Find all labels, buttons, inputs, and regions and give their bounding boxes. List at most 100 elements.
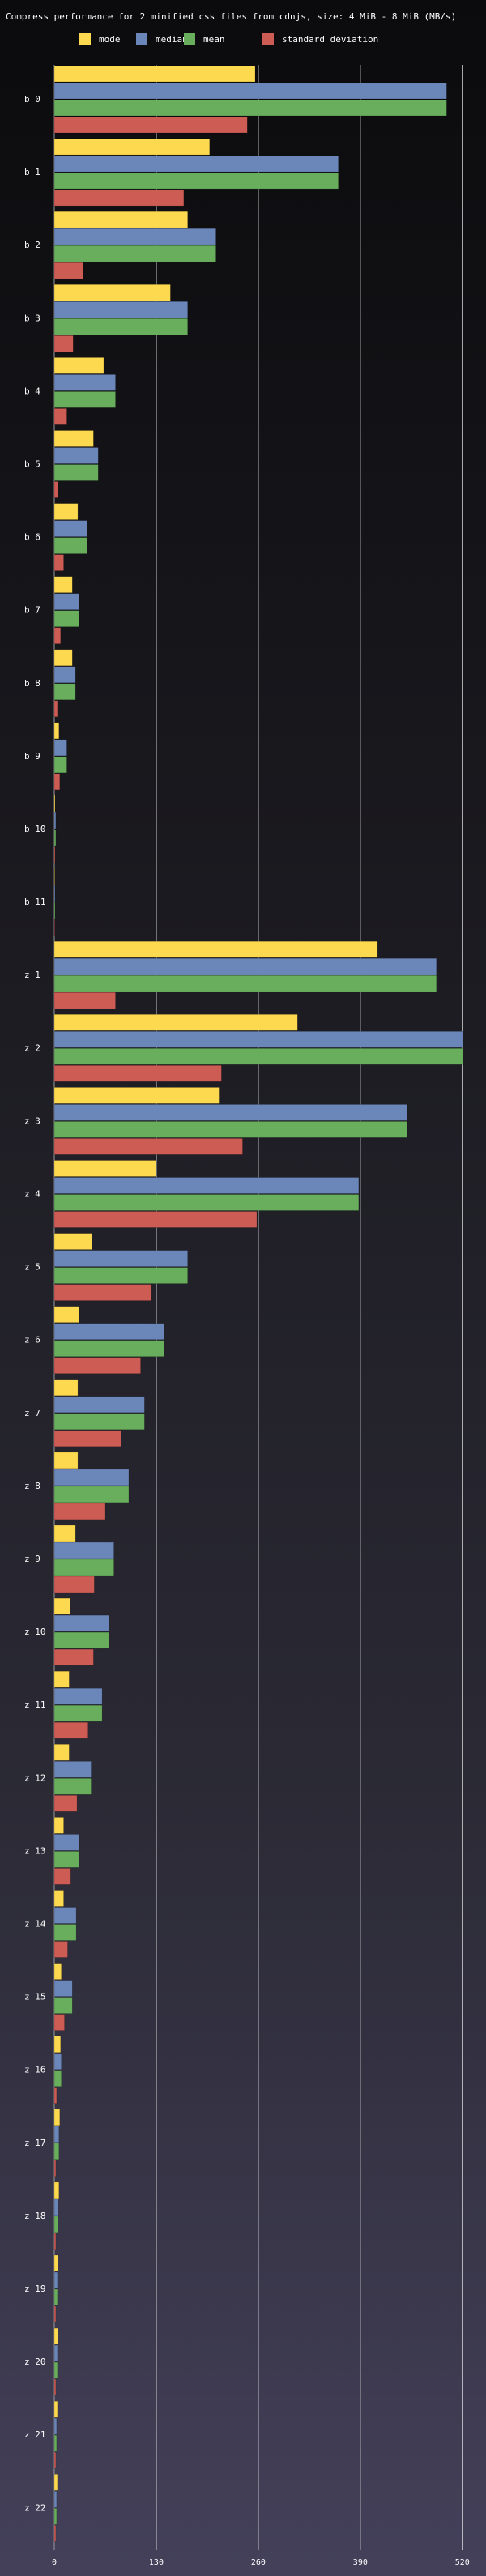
- bar-2-13: [53, 957, 437, 975]
- bar-1-7: [53, 503, 79, 520]
- bar-3-19: [53, 1413, 145, 1431]
- bar-2-26: [53, 1907, 77, 1924]
- bar-3-25: [53, 1851, 80, 1868]
- bar-4-4: [53, 335, 74, 352]
- bar-3-18: [53, 1340, 164, 1357]
- bar-2-15: [53, 1104, 408, 1121]
- category-label-7: b 6: [24, 532, 40, 543]
- bar-1-3: [53, 211, 188, 228]
- bar-4-16: [53, 1211, 258, 1228]
- bar-3-21: [53, 1559, 114, 1576]
- category-label-14: z 2: [24, 1043, 40, 1053]
- bar-3-4: [53, 318, 188, 335]
- bar-4-5: [53, 408, 67, 425]
- x-tick-label-4: 390: [353, 2558, 368, 2567]
- bar-3-8: [53, 610, 80, 627]
- bar-3-6: [53, 464, 99, 481]
- bar-4-11: [53, 846, 56, 864]
- category-label-32: z 20: [24, 2356, 46, 2367]
- bar-2-14: [53, 1031, 463, 1048]
- bar-1-5: [53, 357, 104, 374]
- x-tick-label-1: 0: [52, 2558, 57, 2567]
- bar-2-34: [53, 2491, 58, 2508]
- bar-1-25: [53, 1817, 64, 1834]
- category-label-22: z 10: [24, 1627, 46, 1637]
- bar-3-10: [53, 756, 67, 774]
- bar-1-34: [53, 2474, 58, 2491]
- bar-1-10: [53, 722, 60, 740]
- legend: mode median mean standard deviation: [79, 33, 378, 45]
- bar-4-27: [53, 2014, 65, 2031]
- bar-3-34: [53, 2508, 58, 2525]
- bar-2-5: [53, 374, 116, 391]
- bar-3-33: [53, 2434, 58, 2452]
- bar-4-24: [53, 1795, 78, 1812]
- category-label-17: z 5: [24, 1262, 40, 1273]
- category-label-6: b 5: [24, 459, 40, 470]
- category-label-24: z 12: [24, 1772, 46, 1783]
- bar-2-7: [53, 520, 87, 537]
- bar-3-16: [53, 1194, 360, 1211]
- category-label-13: z 1: [24, 970, 40, 980]
- bar-3-3: [53, 245, 216, 262]
- bar-3-15: [53, 1121, 408, 1138]
- bar-4-9: [53, 700, 58, 718]
- bar-3-11: [53, 829, 57, 847]
- category-label-9: b 8: [24, 678, 40, 689]
- category-label-11: b 10: [24, 824, 46, 834]
- category-label-4: b 3: [24, 313, 40, 323]
- bar-3-17: [53, 1267, 188, 1284]
- category-label-25: z 13: [24, 1845, 46, 1856]
- bar-1-27: [53, 1963, 62, 1980]
- bar-2-27: [53, 1980, 73, 1997]
- legend-label-1: mode: [99, 34, 121, 45]
- bar-4-31: [53, 2305, 57, 2323]
- category-label-1: b 0: [24, 94, 40, 104]
- bar-4-1: [53, 116, 248, 134]
- bar-2-18: [53, 1323, 164, 1340]
- bar-2-17: [53, 1250, 188, 1267]
- chart-title: Compress performance for 2 minified css …: [6, 11, 456, 22]
- category-label-19: z 7: [24, 1408, 40, 1418]
- category-label-3: b 2: [24, 240, 40, 250]
- bar-4-6: [53, 481, 59, 498]
- bar-3-22: [53, 1631, 110, 1649]
- x-axis-ticks: 0 130 260 390 520: [52, 2558, 470, 2567]
- bar-4-10: [53, 773, 61, 791]
- bar-4-19: [53, 1430, 122, 1448]
- bar-1-33: [53, 2400, 58, 2418]
- category-label-21: z 9: [24, 1554, 40, 1564]
- category-label-18: z 6: [24, 1335, 40, 1346]
- bar-4-23: [53, 1721, 88, 1739]
- bar-3-30: [53, 2216, 59, 2233]
- bar-1-6: [53, 430, 94, 447]
- bar-1-28: [53, 2036, 62, 2053]
- x-tick-label-5: 520: [455, 2558, 470, 2567]
- bar-4-12: [53, 919, 55, 936]
- bar-1-19: [53, 1379, 79, 1397]
- bar-4-15: [53, 1138, 243, 1155]
- bar-4-29: [53, 2160, 57, 2177]
- bar-2-10: [53, 739, 67, 757]
- bar-4-14: [53, 1065, 222, 1082]
- bar-3-9: [53, 683, 76, 701]
- bar-1-17: [53, 1233, 92, 1250]
- bar-3-12: [53, 902, 56, 919]
- bar-2-8: [53, 593, 80, 610]
- bar-1-26: [53, 1890, 64, 1907]
- bar-2-24: [53, 1761, 92, 1778]
- x-tick-label-2: 130: [149, 2558, 164, 2567]
- legend-swatch-4: [262, 33, 274, 45]
- category-label-8: b 7: [24, 605, 40, 616]
- category-label-2: b 1: [24, 167, 40, 177]
- bar-2-19: [53, 1396, 145, 1414]
- bar-3-31: [53, 2288, 58, 2306]
- bar-3-7: [53, 537, 87, 554]
- bar-4-20: [53, 1503, 106, 1520]
- bar-2-20: [53, 1469, 130, 1486]
- legend-label-2: median: [156, 34, 188, 45]
- bar-3-24: [53, 1778, 92, 1795]
- legend-swatch-3: [184, 33, 195, 45]
- bar-3-13: [53, 975, 437, 992]
